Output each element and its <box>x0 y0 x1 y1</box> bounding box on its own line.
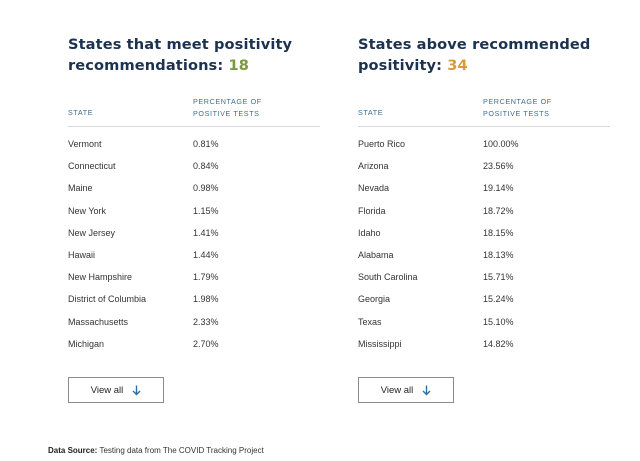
positive-test-percentage: 1.98% <box>193 294 219 305</box>
positive-test-percentage: 2.33% <box>193 316 219 327</box>
table-row: New Hampshire 1.79% <box>68 268 320 290</box>
positive-test-percentage: 18.13% <box>483 249 514 260</box>
state-name: Massachusetts <box>68 316 129 327</box>
positive-test-percentage: 2.70% <box>193 338 219 349</box>
state-name: Florida <box>358 205 386 216</box>
table-row: Arizona 23.56% <box>358 157 610 179</box>
meet-recommendations-panel: States that meet positivity recommendati… <box>68 34 320 403</box>
table-row: New Jersey 1.41% <box>68 224 320 246</box>
table-row: Puerto Rico 100.00% <box>358 135 610 157</box>
panel-title-text: States above recommended positivity: <box>358 36 591 74</box>
table-row: Connecticut 0.84% <box>68 157 320 179</box>
column-header-percentage: PERCENTAGE OF POSITIVE TESTS <box>483 97 552 118</box>
data-source-label: Data Source: <box>48 446 98 455</box>
view-all-button[interactable]: View all <box>68 377 164 403</box>
table-row: Mississippi 14.82% <box>358 335 610 357</box>
data-source-note: Data Source: Testing data from The COVID… <box>48 446 264 455</box>
panel-title-text: States that meet positivity recommendati… <box>68 36 293 74</box>
state-name: New Jersey <box>68 227 116 238</box>
table-row: Texas 15.10% <box>358 313 610 335</box>
table-row: Vermont 0.81% <box>68 135 320 157</box>
table-row: New York 1.15% <box>68 202 320 224</box>
view-all-button[interactable]: View all <box>358 377 454 403</box>
state-name: Connecticut <box>68 161 116 172</box>
view-all-label: View all <box>90 384 124 396</box>
state-name: Nevada <box>358 183 390 194</box>
positive-test-percentage: 15.24% <box>483 294 514 305</box>
table-header: STATE PERCENTAGE OF POSITIVE TESTS <box>358 96 610 127</box>
positive-test-percentage: 19.14% <box>483 183 514 194</box>
state-name: Georgia <box>358 294 391 305</box>
positive-test-percentage: 23.56% <box>483 161 514 172</box>
positive-test-percentage: 0.84% <box>193 161 219 172</box>
state-name: Arizona <box>358 161 389 172</box>
positive-test-percentage: 15.71% <box>483 272 514 283</box>
table-header: STATE PERCENTAGE OF POSITIVE TESTS <box>68 96 320 127</box>
positive-test-percentage: 14.82% <box>483 338 514 349</box>
state-name: New York <box>68 205 107 216</box>
table-row: South Carolina 15.71% <box>358 268 610 290</box>
above-recommended-panel: States above recommended positivity: 34 … <box>358 34 610 403</box>
state-name: Vermont <box>68 139 102 149</box>
view-all-label: View all <box>380 384 414 396</box>
positive-test-percentage: 1.44% <box>193 249 219 260</box>
arrow-down-icon <box>132 385 141 395</box>
states-table: Puerto Rico 100.00% Arizona 23.56% Nevada 19.… <box>358 135 610 357</box>
positive-test-percentage: 18.72% <box>483 205 514 216</box>
state-name: Puerto Rico <box>358 139 406 149</box>
arrow-down-icon <box>422 385 431 395</box>
state-name: Alabama <box>358 249 394 260</box>
table-row: Georgia 15.24% <box>358 290 610 312</box>
state-name: District of Columbia <box>68 294 147 305</box>
positive-test-percentage: 0.98% <box>193 183 219 194</box>
state-count: 18 <box>228 57 249 74</box>
state-name: Maine <box>68 183 93 194</box>
positive-test-percentage: 0.81% <box>193 139 219 149</box>
positive-test-percentage: 15.10% <box>483 316 514 327</box>
positive-test-percentage: 100.00% <box>483 139 519 149</box>
data-source-text: Testing data from The COVID Tracking Pro… <box>97 446 264 455</box>
column-header-state: STATE <box>358 108 384 117</box>
table-row: Alabama 18.13% <box>358 246 610 268</box>
table-row: Florida 18.72% <box>358 202 610 224</box>
table-row: Hawaii 1.44% <box>68 246 320 268</box>
state-count: 34 <box>447 57 468 74</box>
table-row: Michigan 2.70% <box>68 335 320 357</box>
positive-test-percentage: 1.41% <box>193 227 219 238</box>
table-row: Idaho 18.15% <box>358 224 610 246</box>
states-table: Vermont 0.81% Connecticut 0.84% Maine 0.98% Ne… <box>68 135 320 357</box>
column-header-percentage: PERCENTAGE OF POSITIVE TESTS <box>193 97 262 118</box>
state-name: Michigan <box>68 338 105 349</box>
state-name: Texas <box>358 316 382 327</box>
table-row: Maine 0.98% <box>68 179 320 201</box>
table-row: District of Columbia 1.98% <box>68 290 320 312</box>
state-name: Idaho <box>358 227 381 238</box>
positive-test-percentage: 18.15% <box>483 227 514 238</box>
state-name: South Carolina <box>358 272 418 283</box>
state-name: New Hampshire <box>68 272 133 283</box>
positive-test-percentage: 1.15% <box>193 205 219 216</box>
column-header-state: STATE <box>68 108 94 117</box>
panel-title: States above recommended positivity: 34 <box>358 34 610 76</box>
panel-title: States that meet positivity recommendati… <box>68 34 320 76</box>
table-row: Massachusetts 2.33% <box>68 313 320 335</box>
state-name: Hawaii <box>68 249 96 260</box>
state-name: Mississippi <box>358 338 402 349</box>
positive-test-percentage: 1.79% <box>193 272 219 283</box>
table-row: Nevada 19.14% <box>358 179 610 201</box>
